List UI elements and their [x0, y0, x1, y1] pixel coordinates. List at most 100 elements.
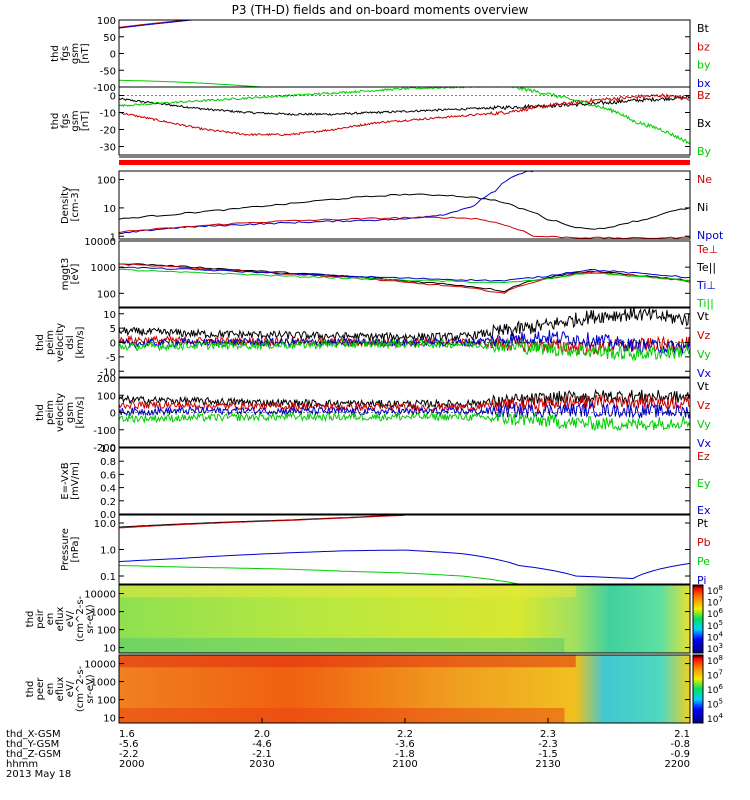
xaxis-tick-value: -4.6 — [252, 739, 272, 750]
x-axis-labels: thd_X-GSM 1.6 2.0 2.2 2.3 2.1 thd_Y-GSM -5.6 -4.… — [6, 718, 691, 780]
legend-density-Npot: Npot — [697, 229, 724, 242]
legend-peim-velocity-gsm-Vz: Vz — [697, 399, 711, 412]
plot-title: P3 (TH-D) fields and on-board moments ov… — [232, 3, 529, 17]
series-fgs-gsm-2-Bz — [119, 93, 690, 137]
xaxis-tick-value: 2100 — [392, 759, 417, 770]
xaxis-tick-value: 2000 — [119, 759, 144, 770]
legend-efield-Ez: Ez — [697, 450, 710, 463]
ylabel-peir-en-eflux: thdpeirenefluxeV/(cm^2-s-sr-eV) — [25, 595, 96, 642]
legend-fgs-gsm-2-Bz: Bz — [697, 89, 711, 102]
panel-frame — [118, 240, 691, 308]
heatmap-band-low — [119, 708, 565, 723]
series-peim-velocity-gsm-Vz — [119, 393, 690, 413]
ylabel-fgs-gsm-2: thdfgsgsm[nT] — [50, 110, 91, 131]
ylabel-density: Density[cm-3] — [60, 186, 81, 224]
heatmap-band-high — [119, 585, 576, 598]
ytick-label: 100 — [97, 16, 116, 27]
series-pressure-Pb — [119, 515, 405, 529]
series-density-Ni — [119, 193, 690, 230]
ytick-label: -5 — [106, 353, 116, 364]
panel-density: 100 10 1 Density[cm-3] Ne Ni Npot — [60, 170, 724, 243]
ytick-label: 0.2 — [100, 497, 116, 508]
ytick-label: 100 — [97, 176, 116, 187]
ytick-label: 10000 — [84, 237, 116, 248]
legend-density-Ni: Ni — [697, 201, 708, 214]
xaxis-tick-value: -1.8 — [395, 749, 415, 760]
panel-frame — [118, 514, 691, 585]
ytick-label: 10 — [103, 714, 116, 725]
xaxis-tick-value: 2.1 — [674, 729, 690, 740]
series-temperature-Ti⊥ — [119, 266, 690, 282]
xaxis-row-label: thd_Z-GSM — [6, 749, 61, 760]
ylabel-efield: E=-VxB[mV/m] — [60, 462, 81, 500]
ylabel-peim-velocity-dsl: thdpeimvelocitydsl[km/s] — [35, 323, 86, 362]
legend-peim-velocity-gsm-Vx: Vx — [697, 437, 712, 450]
ytick-label: 100 — [97, 289, 116, 300]
legend-fgs-gsm-1-by: by — [697, 59, 711, 72]
ytick-label: 0 — [110, 339, 116, 350]
ytick-label: 100 — [97, 391, 116, 402]
legend-temperature-Te⊥: Te⊥ — [696, 243, 718, 256]
series-peim-velocity-dsl-Vy — [119, 337, 690, 362]
legend-temperature-Ti||: Ti|| — [696, 297, 714, 310]
panel-peir-en-eflux: 10810710610510410310000100010010thdpeire… — [25, 584, 723, 655]
xaxis-tick-value: -0.8 — [670, 739, 690, 750]
series-fgs-gsm-1-bz — [119, 20, 191, 28]
ytick-label: 100 — [97, 696, 116, 707]
ylabel-pressure: Pressure[nPa] — [60, 528, 81, 571]
ytick-label: -10 — [100, 109, 116, 120]
ytick-label: 50 — [103, 33, 116, 44]
ytick-label: -50 — [100, 66, 116, 77]
xaxis-tick-value: -0.9 — [670, 749, 690, 760]
panel-frame — [118, 584, 691, 654]
ylabel-peer-en-eflux: thdpeerenefluxeV/(cm^2-s-sr-eV) — [25, 665, 96, 712]
colorbar-tick-label: 104 — [707, 712, 723, 725]
ytick-label: 1 — [110, 232, 116, 243]
ytick-label: 0.6 — [100, 470, 116, 481]
panel-efield: 1.0 0.8 0.6 0.4 0.2 0.0 E=-VxB[mV/m] Ez Ey Ex — [60, 444, 711, 521]
heatmap-band-low — [119, 638, 565, 653]
legend-pressure-Pt: Pt — [697, 517, 709, 530]
ytick-label: 10 — [103, 204, 116, 215]
ytick-label: 1.0 — [100, 444, 116, 455]
ytick-label: 1000 — [91, 608, 116, 619]
ytick-label: 0.1 — [100, 572, 116, 583]
legend-efield-Ey: Ey — [697, 477, 711, 490]
xaxis-tick-value: -2.3 — [538, 739, 558, 750]
series-temperature-Te⊥ — [119, 263, 690, 294]
ytick-label: 1000 — [91, 678, 116, 689]
panel-frame — [118, 170, 691, 240]
xaxis-tick-value: -1.5 — [538, 749, 558, 760]
series-peim-velocity-gsm-Vx — [119, 401, 690, 420]
legend-peim-velocity-dsl-Vt: Vt — [697, 310, 710, 323]
xaxis-row-label: thd_Y-GSM — [6, 739, 59, 750]
xaxis-date: 2013 May 18 — [6, 769, 71, 780]
legend-pressure-Pi: Pi — [697, 574, 706, 587]
xaxis-tick-value: 2200 — [665, 759, 690, 770]
panel-peim-velocity-dsl: 10 5 0 -5 -10 thdpeimvelocitydsl[km/s] Vt Vz Vy V… — [35, 307, 712, 380]
panel-temperature: 10000 1000 100 mggt3[eV] Te⊥ Te|| Ti⊥ Ti|| — [60, 237, 718, 310]
colorbar-tick-label: 106 — [707, 683, 723, 696]
series-fgs-gsm-2-By — [119, 87, 690, 145]
ytick-label: 1.0 — [100, 546, 116, 557]
series-pressure-Pi — [119, 549, 690, 580]
legend-peim-velocity-dsl-Vy: Vy — [697, 348, 711, 361]
ytick-label: 200 — [97, 374, 116, 385]
panel-frame — [118, 19, 691, 88]
legend-efield-Ex: Ex — [697, 504, 711, 517]
legend-peim-velocity-gsm-Vy: Vy — [697, 418, 711, 431]
ytick-label: -200 — [93, 443, 116, 454]
series-temperature-Ti|| — [119, 268, 690, 284]
ytick-label: 10 — [103, 310, 116, 321]
xaxis-tick-value: -5.6 — [119, 739, 139, 750]
series-peim-velocity-dsl-Vt — [119, 308, 690, 343]
panel-fgs-gsm-2: 0 -10 -20 -30 thdfgsgsm[nT] Bz Bx By — [50, 86, 712, 158]
ytick-label: -20 — [100, 126, 116, 137]
series-peim-velocity-gsm-Vt — [119, 388, 690, 410]
legend-peim-velocity-dsl-Vx: Vx — [697, 367, 712, 380]
legend-fgs-gsm-1-Bt: Bt — [697, 22, 710, 35]
xaxis-tick-value: 2.2 — [397, 729, 413, 740]
legend-fgs-gsm-2-Bx: Bx — [697, 117, 712, 130]
